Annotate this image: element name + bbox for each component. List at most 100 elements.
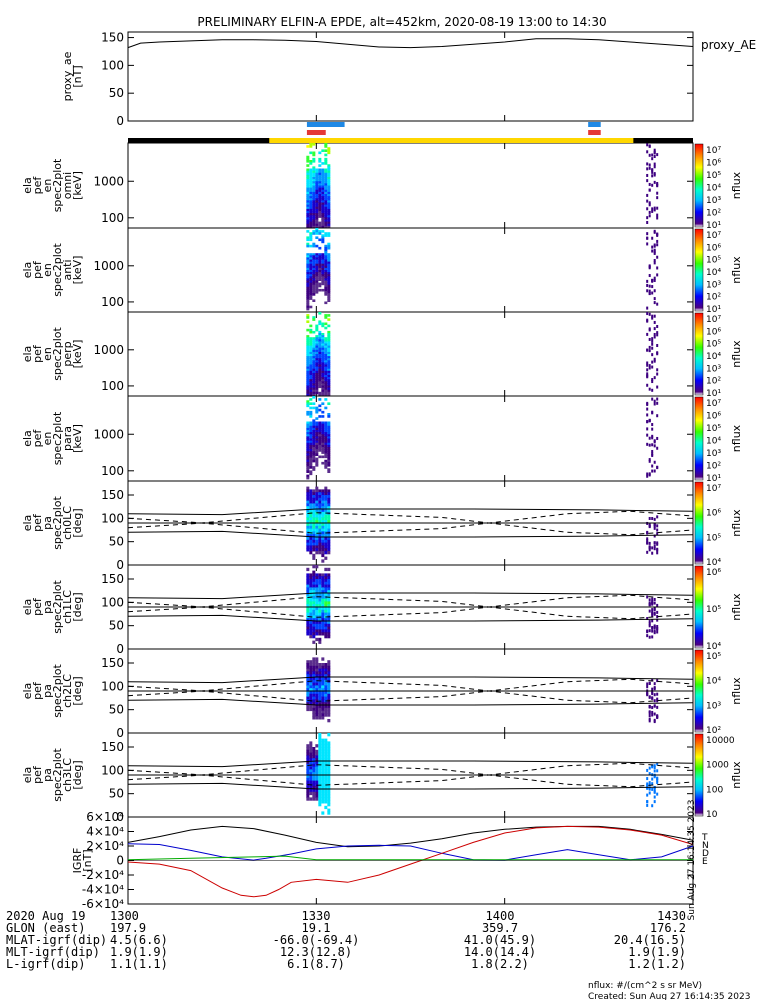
panel-ylabel-omni: omni bbox=[61, 172, 74, 199]
spectrogram-pixel bbox=[312, 223, 316, 227]
spectrogram-pixel bbox=[315, 255, 319, 258]
spectrogram-pixel bbox=[306, 421, 310, 425]
ytick-label-para: 100 bbox=[101, 464, 124, 478]
spectrogram-pixel bbox=[315, 696, 319, 700]
spectrogram-pixel bbox=[309, 789, 313, 793]
spectrogram-pixel bbox=[318, 761, 322, 765]
spectrogram-pixel bbox=[312, 284, 316, 288]
spectrogram-pixel bbox=[309, 375, 313, 378]
spectrogram-pixel bbox=[321, 280, 325, 284]
spectrogram-pixel bbox=[306, 468, 310, 471]
spectrogram-pixel bbox=[324, 208, 328, 212]
colorbar-tick: 10³ bbox=[706, 449, 721, 459]
spectrogram-pixel bbox=[306, 335, 310, 338]
spectrogram-pixel bbox=[321, 523, 325, 527]
spectrogram-pixel bbox=[309, 198, 313, 201]
spectrogram-pixel bbox=[321, 548, 325, 552]
spectrogram-pixel bbox=[327, 457, 331, 461]
spectrogram-pixel bbox=[324, 265, 328, 269]
spectrogram-pixel bbox=[656, 692, 659, 696]
spectrogram-pixel bbox=[327, 187, 331, 191]
spectrogram-pixel bbox=[327, 387, 331, 391]
spectrogram-pixel bbox=[312, 379, 316, 382]
spectrogram-pixel bbox=[321, 542, 325, 546]
spectrogram-pixel bbox=[318, 752, 322, 756]
spectrogram-pixel bbox=[324, 157, 328, 161]
spectrogram-pixel bbox=[653, 278, 656, 282]
spectrogram-pixel bbox=[306, 198, 310, 201]
spectrogram-pixel bbox=[324, 545, 328, 549]
spectrogram-pixel bbox=[315, 702, 319, 706]
panel-ylabel-omni: pef bbox=[31, 176, 44, 195]
spectrogram-pixel bbox=[324, 191, 328, 195]
spectrogram-pixel bbox=[327, 663, 331, 667]
spectrogram-pixel bbox=[309, 143, 313, 146]
spectrogram-pixel bbox=[324, 187, 328, 191]
spectrogram-pixel bbox=[315, 749, 319, 754]
spectrogram-pixel bbox=[306, 699, 310, 703]
spectrogram-pixel bbox=[318, 455, 322, 459]
spectrogram-pixel bbox=[651, 602, 654, 606]
spectrogram-pixel bbox=[321, 769, 325, 773]
spectrogram-pixel bbox=[312, 282, 316, 286]
spectrogram-pixel bbox=[321, 236, 325, 239]
spectrogram-pixel bbox=[327, 671, 331, 675]
spectrogram-pixel bbox=[315, 174, 319, 178]
spectrogram-pixel bbox=[309, 272, 313, 275]
spectrogram-pixel bbox=[321, 738, 325, 742]
spectrogram-pixel bbox=[646, 361, 649, 365]
spectrogram-pixel bbox=[306, 157, 310, 161]
colorbar-tick: 10² bbox=[706, 209, 721, 219]
spectrogram-pixel bbox=[327, 495, 331, 499]
ytick-label-anti: 1000 bbox=[93, 259, 124, 273]
spectrogram-pixel bbox=[321, 800, 325, 804]
spectrogram-pixel bbox=[312, 584, 316, 588]
ytick-label-omni: 100 bbox=[101, 211, 124, 225]
spectrogram-pixel bbox=[648, 459, 651, 463]
ytick-label-proxy_ae: 100 bbox=[101, 58, 124, 72]
spectrogram-pixel bbox=[327, 761, 331, 765]
spectrogram-pixel bbox=[309, 466, 313, 469]
spectrogram-pixel bbox=[312, 347, 316, 351]
spectrogram-pixel bbox=[321, 623, 325, 628]
spectrogram-pixel bbox=[648, 714, 651, 718]
colorbar-tick: 10⁷ bbox=[706, 399, 721, 409]
spectrogram-pixel bbox=[312, 511, 316, 516]
spectrogram-pixel bbox=[648, 284, 651, 288]
panel-ylabel-anti: ela bbox=[21, 262, 34, 279]
spectrogram-pixel bbox=[646, 433, 649, 437]
spectrogram-pixel bbox=[306, 183, 310, 186]
spectrogram-pixel bbox=[321, 514, 325, 518]
spectrogram-pixel bbox=[306, 674, 310, 678]
spectrogram-pixel bbox=[321, 259, 325, 263]
spectrogram-pixel bbox=[306, 539, 310, 544]
spectrogram-pixel bbox=[651, 764, 654, 768]
spectrogram-pixel bbox=[306, 626, 310, 630]
spectrogram-pixel bbox=[312, 385, 316, 389]
spectrogram-pixel bbox=[327, 500, 331, 504]
spectrogram-pixel bbox=[324, 249, 328, 252]
ytick-label-ch3LC: 50 bbox=[109, 787, 124, 801]
spectrogram-pixel bbox=[315, 372, 319, 376]
spectrogram-pixel bbox=[651, 209, 654, 213]
spectrogram-pixel bbox=[321, 349, 325, 353]
spectrogram-pixel bbox=[306, 455, 310, 459]
spectrogram-pixel bbox=[309, 372, 313, 376]
spectrogram-pixel bbox=[312, 375, 316, 378]
spectrogram-pixel bbox=[324, 590, 328, 594]
spectrogram-pixel bbox=[321, 339, 325, 342]
spectrogram-pixel bbox=[327, 447, 331, 450]
spectrogram-pixel bbox=[318, 270, 322, 273]
spectrogram-pixel bbox=[321, 744, 325, 748]
spectrogram-pixel bbox=[315, 286, 319, 290]
spectrogram-pixel bbox=[321, 579, 325, 583]
spectrogram-pixel bbox=[321, 500, 325, 504]
spectrogram-pixel bbox=[651, 777, 654, 781]
spectrogram-pixel bbox=[321, 368, 325, 372]
spectrogram-pixel bbox=[648, 312, 651, 316]
spectrogram-pixel bbox=[315, 657, 319, 661]
spectrogram-pixel bbox=[653, 402, 656, 406]
spectrogram-pixel bbox=[315, 385, 319, 389]
spectrogram-pixel bbox=[318, 710, 322, 714]
spectrogram-pixel bbox=[315, 345, 319, 349]
